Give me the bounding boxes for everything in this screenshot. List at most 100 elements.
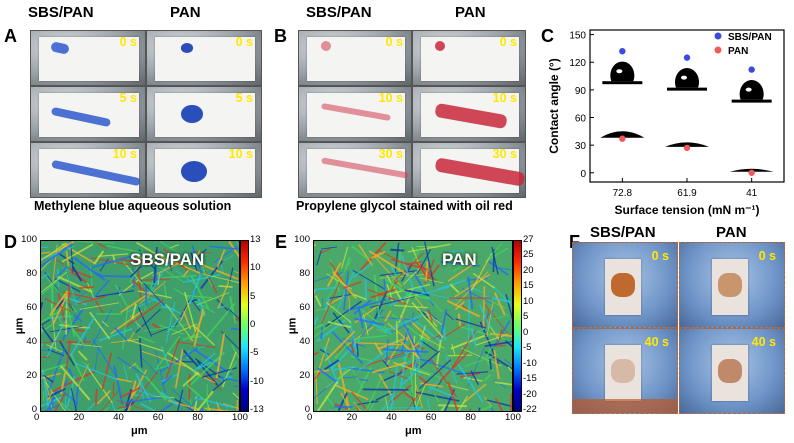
droplet-highlight — [681, 75, 687, 80]
colorbar-tick-label: -13 — [250, 404, 264, 415]
y-tick-label: 80 — [299, 268, 310, 279]
panel-b-photo-pan-row1: 0 s — [412, 30, 526, 86]
panel-f-photo-pan-row2: 40 s — [679, 328, 785, 414]
panel-d-colorbar — [240, 240, 249, 412]
panel-e-ylabel: μm — [286, 317, 299, 335]
filter-strip — [155, 93, 255, 137]
panel-b-caption: Propylene glycol stained with oil red — [296, 199, 513, 213]
panel-e-sample-label: PAN — [442, 250, 477, 269]
colorbar-tick-label: -5 — [523, 342, 532, 354]
x-tick-label: 41 — [746, 188, 758, 199]
droplet-pan — [665, 142, 709, 147]
y-tick-label: 120 — [569, 58, 586, 69]
panel-letter-e: E — [275, 232, 288, 252]
panel-a-photo-pan-row2: 5 s — [146, 86, 262, 142]
surface-texture — [314, 241, 512, 411]
x-tick-label: 0 — [34, 412, 40, 423]
x-tick-label: 20 — [346, 412, 358, 423]
panel-a-photo-sbspan-row3: 10 s — [30, 142, 146, 198]
panel-d-ylabel: μm — [13, 317, 26, 335]
colorbar-tick-label: 27 — [523, 234, 534, 245]
chart-ylabel: Contact angle (°) — [547, 58, 561, 153]
colorbar-tick-label: 10 — [250, 262, 261, 274]
panel-d-surface-map — [40, 240, 240, 412]
panel-d-xlabel: μm — [131, 425, 148, 437]
droplet-sbspan — [675, 68, 699, 88]
chart-xlabel: Surface tension (mN m⁻¹) — [614, 203, 759, 217]
time-label: 0 s — [758, 249, 776, 263]
droplet-highlight — [616, 69, 623, 74]
y-tick-label: 100 — [294, 234, 310, 245]
panel-b-photo-sbspan-row3: 30 s — [298, 142, 412, 198]
time-label: 0 s — [235, 35, 253, 49]
data-point-sbspan — [748, 66, 755, 73]
y-tick-label: 0 — [304, 404, 310, 415]
time-label: 30 s — [378, 147, 403, 161]
time-label: 10 s — [378, 91, 403, 105]
y-tick-label: 60 — [26, 302, 37, 313]
panel-f-photo-pan-row1: 0 s — [679, 242, 785, 328]
legend-label: PAN — [728, 46, 748, 57]
time-label: 0 s — [385, 35, 403, 49]
panel-letter-d: D — [4, 232, 17, 252]
time-label: 0 s — [499, 35, 517, 49]
time-label: 5 s — [235, 91, 253, 105]
x-tick-label: 61.9 — [677, 188, 697, 199]
panel-a-caption: Methylene blue aqueous solution — [34, 199, 232, 213]
droplet-highlight — [745, 87, 752, 92]
y-tick-label: 60 — [575, 114, 587, 125]
dye-spread — [181, 43, 193, 53]
y-tick-label: 80 — [26, 268, 37, 279]
oil-stain — [611, 273, 635, 297]
colorbar-tick-label: -10 — [523, 357, 537, 369]
time-label: 0 s — [651, 249, 669, 263]
time-label: 0 s — [119, 35, 137, 49]
membrane-sample — [605, 345, 641, 401]
x-tick-label: 20 — [73, 412, 85, 423]
colorbar-tick-label: -15 — [523, 373, 537, 385]
y-tick-label: 0 — [31, 404, 37, 415]
droplet-sbspan — [739, 80, 764, 100]
panel-b-photo-sbspan-row1: 0 s — [298, 30, 412, 86]
droplet-baseline — [667, 87, 707, 91]
panel-e-xlabel: μm — [405, 425, 422, 437]
membrane-sample — [712, 345, 748, 401]
x-tick-label: 60 — [425, 412, 437, 423]
plot-frame — [589, 29, 785, 183]
legend-marker — [714, 32, 722, 40]
colorbar-tick-label: 20 — [523, 264, 534, 276]
panel-a-photo-sbspan-row1: 0 s — [30, 30, 146, 86]
panel-f-photo-sbspan-row1: 0 s — [572, 242, 678, 328]
colorbar-tick-label: -10 — [250, 375, 264, 387]
oil-stain — [718, 359, 742, 383]
data-point-pan — [748, 169, 755, 176]
time-label: 10 s — [228, 147, 253, 161]
y-tick-label: 100 — [21, 234, 37, 245]
panel-letter-a: A — [4, 26, 17, 46]
panel-a-header-pan: PAN — [170, 4, 201, 21]
droplet-baseline — [602, 81, 643, 85]
colorbar-tick-label: 5 — [250, 290, 256, 302]
oil-stain — [718, 273, 742, 297]
legend-marker — [714, 46, 722, 54]
colorbar-tick-label: -5 — [250, 347, 259, 359]
panel-b-photo-pan-row2: 10 s — [412, 86, 526, 142]
x-tick-label: 100 — [505, 412, 521, 423]
panel-b-photo-pan-row3: 30 s — [412, 142, 526, 198]
data-point-sbspan — [619, 47, 626, 55]
data-point-pan — [683, 144, 691, 152]
time-label: 40 s — [751, 335, 776, 349]
panel-f-photo-sbspan-row2: 40 s — [572, 328, 678, 414]
panel-d-sample-label: SBS/PAN — [130, 250, 205, 269]
y-tick-label: 30 — [575, 141, 587, 152]
y-tick-label: 40 — [26, 336, 37, 347]
surface-texture — [41, 241, 239, 411]
droplet-sbspan — [610, 61, 635, 82]
x-tick-label: 100 — [232, 412, 248, 423]
dye-spread — [181, 105, 203, 123]
panel-f-header-sbspan: SBS/PAN — [590, 224, 656, 241]
panel-b-header-sbspan: SBS/PAN — [306, 4, 372, 21]
panel-letter-b: B — [274, 26, 287, 46]
colorbar-tick-label: 10 — [523, 295, 534, 307]
colorbar-tick-label: -22 — [523, 404, 537, 415]
